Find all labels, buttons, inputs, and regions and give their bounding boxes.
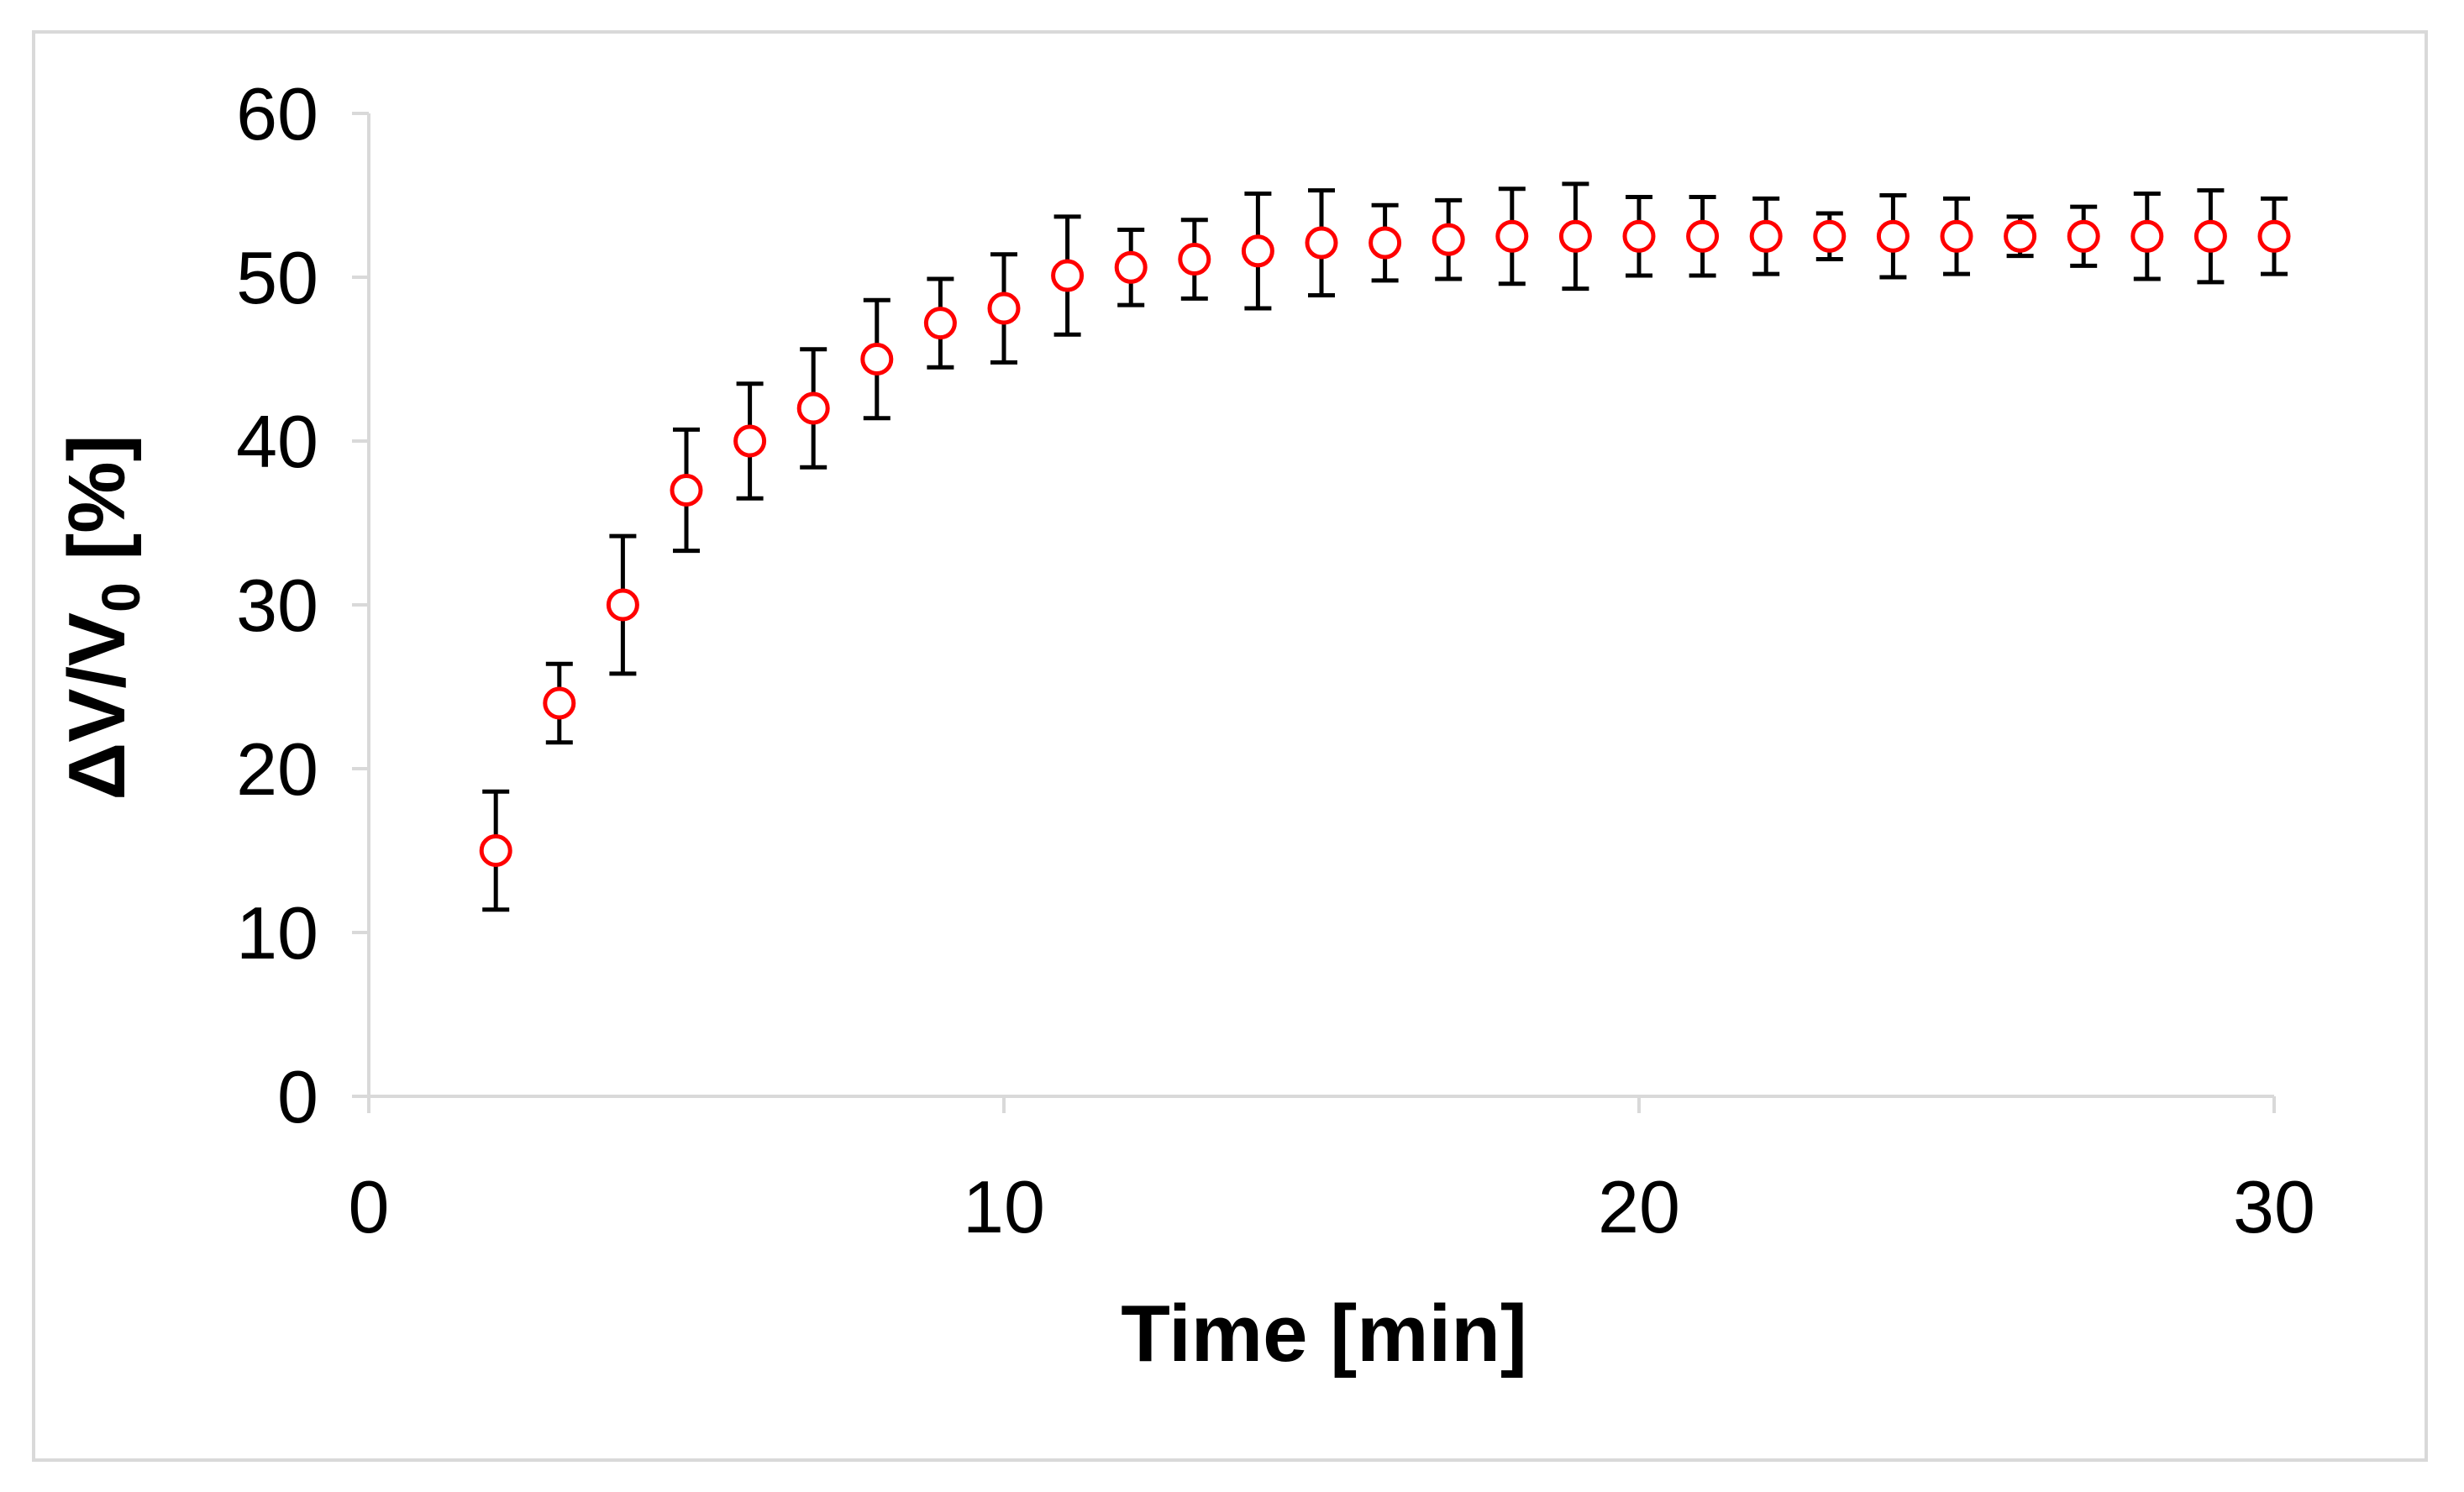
y-axis-title: ΔV/V0 [%] <box>52 434 151 800</box>
x-tick-label: 20 <box>1598 1165 1680 1248</box>
data-point <box>2257 219 2291 253</box>
data-point <box>1940 219 1973 253</box>
data-point <box>543 686 576 720</box>
data-point <box>923 307 957 340</box>
x-axis-ticks: 0 10 20 30 <box>349 1096 2315 1248</box>
data-point <box>1622 219 1656 253</box>
y-axis-title-suffix: [%] <box>52 434 142 582</box>
data-point <box>1876 219 1910 253</box>
data-point <box>1369 226 1402 260</box>
y-tick-label: 10 <box>236 891 318 975</box>
data-point <box>1813 219 1847 253</box>
y-tick-label: 60 <box>236 72 318 155</box>
data-point <box>1114 250 1148 284</box>
data-point <box>987 292 1021 325</box>
y-tick-label: 0 <box>277 1055 318 1138</box>
data-point <box>606 588 639 622</box>
y-axis-title-main: ΔV/V <box>52 612 142 801</box>
data-point <box>2130 219 2164 253</box>
data-point <box>479 834 512 867</box>
y-tick-label: 40 <box>236 400 318 483</box>
data-point <box>1305 226 1338 260</box>
data-point <box>2193 219 2227 253</box>
x-tick-label: 0 <box>349 1165 390 1248</box>
error-bars <box>482 181 2288 912</box>
y-tick-label: 50 <box>236 236 318 319</box>
y-tick-label: 30 <box>236 564 318 647</box>
x-tick-label: 30 <box>2233 1165 2315 1248</box>
y-tick-label: 20 <box>236 728 318 811</box>
data-point <box>1495 219 1529 253</box>
x-axis-title: Time [min] <box>1121 1289 1527 1379</box>
data-point <box>733 424 767 458</box>
y-axis-title-subscript: 0 <box>91 582 151 612</box>
data-point <box>1432 223 1465 256</box>
y-axis-ticks: 0 10 20 30 40 50 60 <box>236 72 369 1138</box>
data-point <box>860 343 894 376</box>
data-point <box>1178 243 1211 276</box>
data-point <box>2067 219 2100 253</box>
data-point <box>1749 219 1783 253</box>
x-tick-label: 10 <box>963 1165 1045 1248</box>
data-point <box>1558 219 1592 253</box>
data-point <box>1241 234 1274 268</box>
data-point <box>796 391 830 425</box>
data-markers <box>479 219 2291 867</box>
data-point <box>670 474 703 507</box>
chart-frame <box>32 30 2428 1462</box>
data-point <box>2004 219 2037 253</box>
data-point <box>1051 259 1085 292</box>
data-point <box>1686 219 1720 253</box>
